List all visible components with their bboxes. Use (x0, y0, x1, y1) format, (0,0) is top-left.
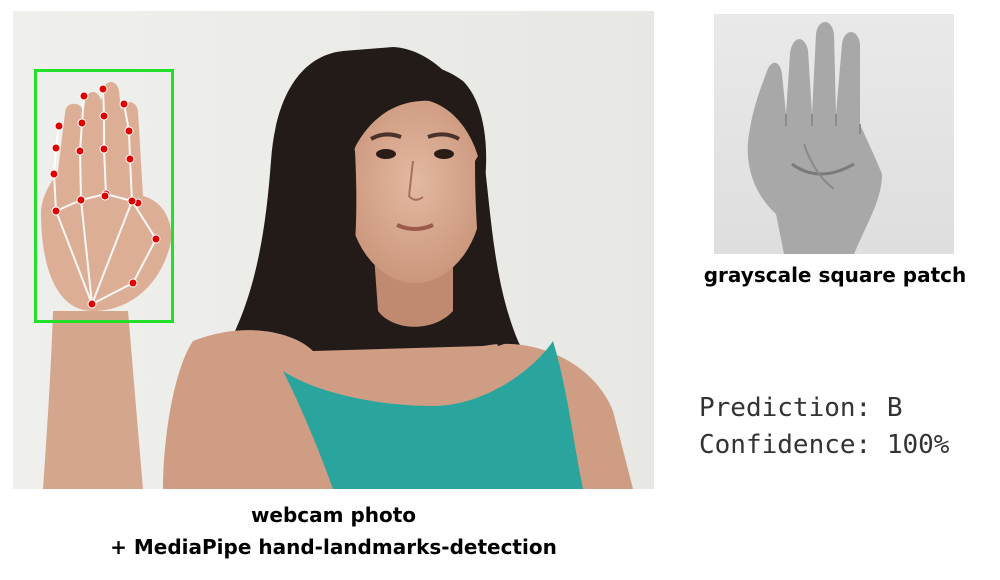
landmark-point (151, 234, 161, 244)
landmark-point (49, 169, 59, 179)
landmark-point (51, 206, 61, 216)
confidence-value: 100% (886, 430, 950, 460)
confidence-label: Confidence: (699, 430, 872, 460)
landmark-point (99, 144, 109, 154)
webcam-caption: webcam photo + MediaPipe hand-landmarks-… (13, 499, 654, 563)
landmark-point (76, 195, 86, 205)
webcam-photo (13, 11, 654, 489)
confidence-line: Confidence: 100% (699, 427, 949, 464)
webcam-caption-line2: + MediaPipe hand-landmarks-detection (110, 535, 557, 559)
tank-top (283, 341, 583, 489)
forearm (43, 311, 143, 489)
webcam-scene (13, 11, 654, 489)
grayscale-hand (714, 14, 954, 254)
landmark-point (128, 278, 138, 288)
landmark-points (49, 84, 161, 309)
landmark-point (54, 121, 64, 131)
landmark-point (87, 299, 97, 309)
hair-front (346, 62, 487, 181)
patch-caption: grayscale square patch (703, 263, 967, 287)
landmark-point (125, 154, 135, 164)
webcam-caption-line1: webcam photo (250, 503, 417, 527)
prediction-result: Prediction: B Confidence: 100% (699, 390, 949, 464)
prediction-label: Prediction: (699, 393, 872, 423)
landmark-point (99, 111, 109, 121)
landmark-point (98, 84, 108, 94)
landmark-point (75, 146, 85, 156)
prediction-value: B (886, 393, 903, 423)
prediction-line: Prediction: B (699, 390, 949, 427)
landmark-point (119, 99, 129, 109)
grayscale-patch (714, 14, 954, 254)
landmark-point (127, 196, 137, 206)
landmark-point (100, 191, 110, 201)
landmark-point (51, 143, 61, 153)
landmark-point (124, 126, 134, 136)
landmark-point (79, 91, 89, 101)
hand-bounding-box (34, 69, 174, 323)
face (347, 99, 483, 283)
landmark-point (77, 118, 87, 128)
